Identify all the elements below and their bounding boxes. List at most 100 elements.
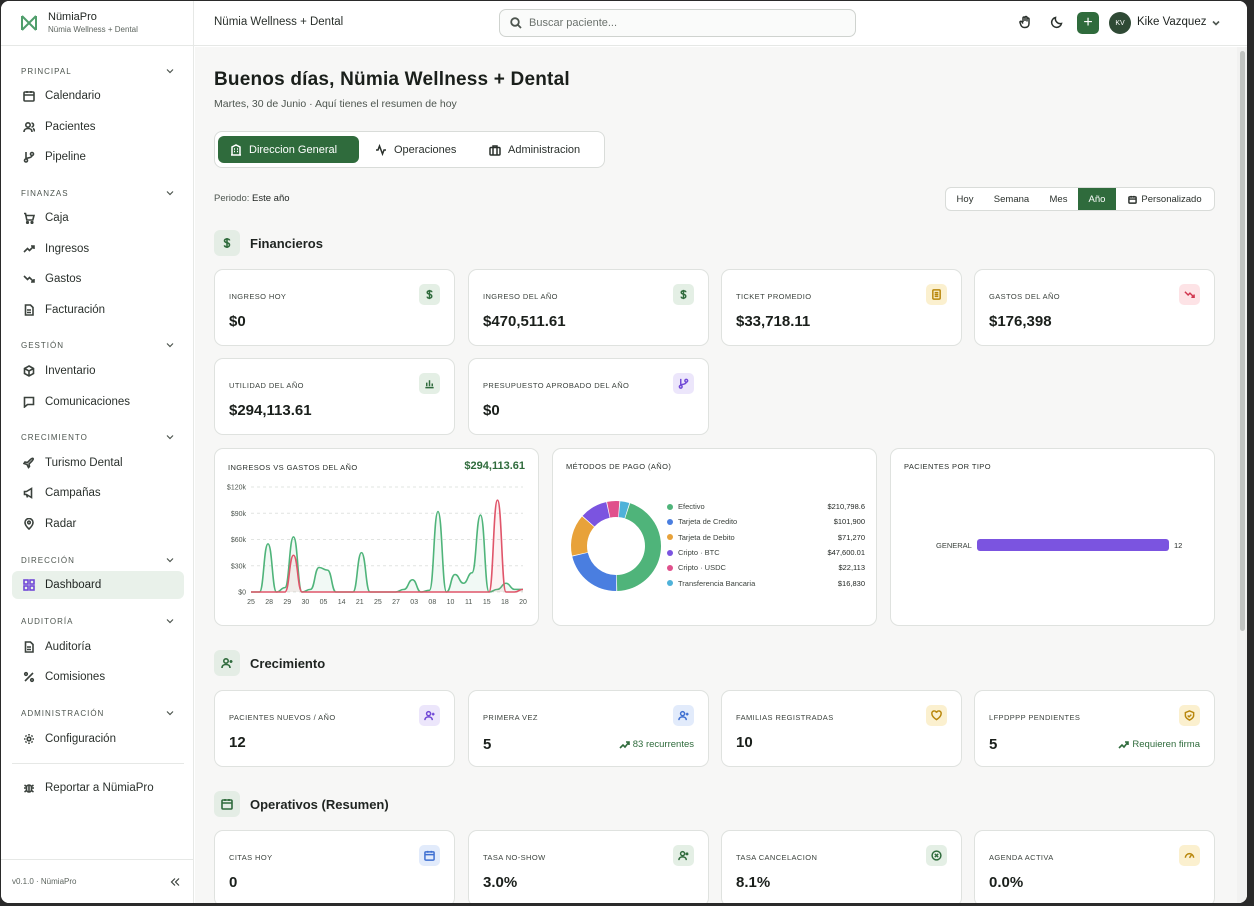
report-bug-link[interactable]: Reportar a NümiaPro <box>12 774 184 802</box>
sidebar-item-radar[interactable]: Radar <box>12 510 184 538</box>
kpi-card-utilidad-ano[interactable]: UTILIDAD DEL AÑO $294,113.61 <box>214 358 455 435</box>
kpi-card-familias[interactable]: FAMILIAS REGISTRADAS 10 <box>721 690 962 767</box>
sidebar-item-facturacion[interactable]: Facturación <box>12 296 184 324</box>
tab-label: Direccion General <box>249 143 338 156</box>
building-icon <box>231 143 241 156</box>
legend-item-tarjeta-debito: Tarjeta de Debito $71,270 <box>667 530 865 545</box>
kpi-value: 5 <box>483 736 492 753</box>
section-operativos: Operativos (Resumen) <box>214 791 389 817</box>
tab-administracion[interactable]: Administracion <box>477 136 592 163</box>
sidebar-item-caja[interactable]: Caja <box>12 204 184 232</box>
git-branch-icon <box>23 151 35 163</box>
sidebar-item-turismo-dental[interactable]: Turismo Dental <box>12 449 184 477</box>
chevron-down-icon[interactable] <box>1212 19 1220 27</box>
brand-subtitle: Nümia Wellness + Dental <box>48 25 138 34</box>
legend-value: $16,830 <box>837 578 865 588</box>
search-icon <box>510 17 522 29</box>
section-principal[interactable]: PRINCIPAL <box>21 64 174 78</box>
x-tick-label: 25 <box>247 599 255 606</box>
sidebar-item-configuracion[interactable]: Configuración <box>12 725 184 753</box>
search-input[interactable]: Buscar paciente... <box>499 9 856 37</box>
users-icon <box>23 121 35 133</box>
user-plus-icon <box>214 650 240 676</box>
sidebar-item-label: Configuración <box>45 733 116 745</box>
range-hoy[interactable]: Hoy <box>956 193 974 205</box>
section-crecimiento[interactable]: CRECIMIENTO <box>21 430 174 444</box>
org-name: Nümia Wellness + Dental <box>214 16 344 28</box>
section-administracion[interactable]: ADMINISTRACIÓN <box>21 706 174 720</box>
version-label: v0.1.0 · NümiaPro <box>12 877 77 886</box>
receipt-icon <box>926 284 947 305</box>
kpi-card-pacientes-nuevos[interactable]: PACIENTES NUEVOS / AÑO 12 <box>214 690 455 767</box>
user-x-icon <box>673 845 694 866</box>
brand[interactable]: NümiaPro Nümia Wellness + Dental <box>1 1 193 46</box>
pie-slice-5 <box>618 501 630 519</box>
section-gestion[interactable]: GESTIÓN <box>21 338 174 352</box>
x-tick-label: 28 <box>265 599 273 606</box>
avatar[interactable]: KV <box>1109 12 1131 34</box>
kpi-card-primera-vez[interactable]: PRIMERA VEZ 5 83 recurrentes <box>468 690 709 767</box>
report-bug-label: Reportar a NümiaPro <box>45 782 154 794</box>
series-area <box>251 511 523 592</box>
sidebar-item-label: Ingresos <box>45 243 90 255</box>
sidebar-item-pipeline[interactable]: Pipeline <box>12 143 184 171</box>
section-title: Crecimiento <box>250 655 326 671</box>
sidebar-item-ingresos[interactable]: Ingresos <box>12 235 184 263</box>
scrollbar[interactable] <box>1237 47 1247 903</box>
kpi-card-agenda-activa[interactable]: AGENDA ACTIVA 0.0% <box>974 830 1215 903</box>
collapse-sidebar-icon[interactable] <box>170 877 180 887</box>
legend-label: Cripto · USDC <box>678 563 726 573</box>
kpi-card-ingreso-ano[interactable]: INGRESO DEL AÑO $470,511.61 <box>468 269 709 346</box>
sidebar-item-comunicaciones[interactable]: Comunicaciones <box>12 388 184 416</box>
kpi-card-gastos-ano[interactable]: GASTOS DEL AÑO $176,398 <box>974 269 1215 346</box>
kpi-note: Requieren firma <box>1118 739 1200 750</box>
section-title: Financieros <box>250 235 323 251</box>
kpi-value: $33,718.11 <box>736 313 811 330</box>
hand-pointer-icon[interactable] <box>1018 15 1032 29</box>
sidebar-item-gastos[interactable]: Gastos <box>12 265 184 293</box>
kpi-card-tasa-cancelacion[interactable]: TASA CANCELACION 8.1% <box>721 830 962 903</box>
legend-swatch <box>667 580 673 587</box>
moon-icon[interactable] <box>1050 15 1064 29</box>
kpi-card-citas-hoy[interactable]: CITAS HOY 0 <box>214 830 455 903</box>
sidebar-item-auditoria[interactable]: Auditoría <box>12 633 184 661</box>
tab-direccion-general[interactable]: Direccion General <box>218 136 359 163</box>
sidebar-item-comisiones[interactable]: Comisiones <box>12 663 184 691</box>
sidebar-item-campanas[interactable]: Campañas <box>12 479 184 507</box>
range-ano[interactable]: Año <box>1078 188 1116 210</box>
sidebar-item-dashboard[interactable]: Dashboard <box>12 571 184 599</box>
add-button[interactable]: + <box>1077 12 1099 34</box>
range-semana[interactable]: Semana <box>993 193 1030 205</box>
kpi-card-ticket-promedio[interactable]: TICKET PROMEDIO $33,718.11 <box>721 269 962 346</box>
sidebar-item-pacientes[interactable]: Pacientes <box>12 113 184 141</box>
tab-operaciones[interactable]: Operaciones <box>363 136 468 163</box>
range-mes[interactable]: Mes <box>1049 193 1068 205</box>
sidebar-item-label: Caja <box>45 212 69 224</box>
plane-icon <box>23 457 34 469</box>
section-label: DIRECCIÓN <box>21 555 75 565</box>
tab-label: Administracion <box>508 143 581 156</box>
date-range-selector: Hoy Semana Mes Año Personalizado <box>945 187 1215 211</box>
calendar-icon <box>23 91 35 102</box>
kpi-card-presupuesto-aprobado[interactable]: PRESUPUESTO APROBADO DEL AÑO $0 <box>468 358 709 435</box>
sidebar-item-label: Radar <box>45 518 77 530</box>
calendar-icon <box>214 791 240 817</box>
sidebar-item-calendario[interactable]: Calendario <box>12 82 184 110</box>
section-auditoria[interactable]: AUDITORÍA <box>21 614 174 628</box>
kpi-card-lfpdppp[interactable]: LFPDPPP PENDIENTES 5 Requieren firma <box>974 690 1215 767</box>
chart-title: INGRESOS VS GASTOS DEL AÑO <box>228 463 358 472</box>
kpi-value: $0 <box>229 313 246 330</box>
kpi-value: 3.0% <box>483 874 518 891</box>
user-name[interactable]: Kike Vazquez <box>1137 16 1207 28</box>
sidebar-item-inventario[interactable]: Inventario <box>12 357 184 385</box>
section-finanzas[interactable]: FINANZAS <box>21 186 174 200</box>
section-direccion[interactable]: DIRECCIÓN <box>21 553 174 567</box>
kpi-card-ingreso-hoy[interactable]: INGRESO HOY $0 <box>214 269 455 346</box>
dollar-icon <box>419 284 440 305</box>
bar-general <box>977 539 1169 551</box>
section-title: Operativos (Resumen) <box>250 796 389 812</box>
kpi-card-tasa-no-show[interactable]: TASA NO-SHOW 3.0% <box>468 830 709 903</box>
scrollbar-thumb[interactable] <box>1240 51 1245 631</box>
sidebar-item-label: Facturación <box>45 304 106 316</box>
range-personalizado[interactable]: Personalizado <box>1116 188 1214 210</box>
